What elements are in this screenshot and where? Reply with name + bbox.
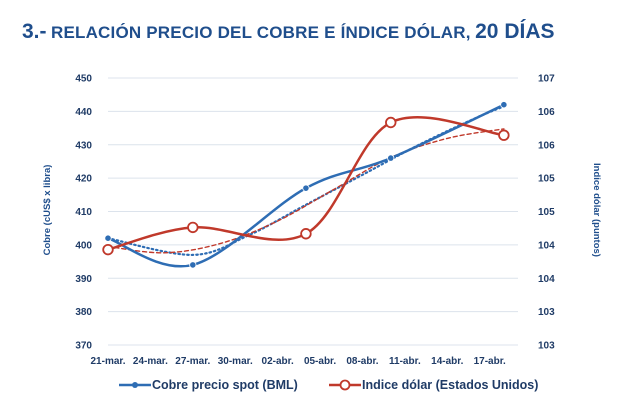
dollar-data-point — [498, 129, 510, 141]
y-left-tick-labels: 370 380 390 400 410 420 430 440 450 — [75, 74, 92, 352]
copper-data-point — [387, 154, 395, 162]
y-left-tick-label: 420 — [75, 174, 92, 185]
y-right-tick-label: 106 — [538, 107, 555, 118]
gridlines — [108, 77, 518, 346]
dollar-line-marker-icon — [329, 379, 361, 391]
x-tick-label: 24-mar. — [133, 356, 168, 367]
dollar-data-point — [385, 116, 397, 129]
x-tick-label: 27-mar. — [175, 356, 210, 367]
x-tick-label: 14-abr. — [431, 356, 463, 367]
x-tick-label: 02-abr. — [262, 356, 294, 367]
y-left-tick-label: 370 — [75, 341, 92, 352]
dollar-data-point — [300, 228, 312, 240]
y-right-tick-label: 103 — [538, 341, 555, 352]
y-right-tick-label: 103 — [538, 307, 555, 318]
y-left-tick-label: 380 — [75, 307, 92, 318]
y-right-tick-label: 104 — [538, 274, 555, 285]
x-tick-label: 30-mar. — [218, 356, 253, 367]
copper-line-marker-icon — [119, 382, 151, 388]
y-left-axis-label: Cobre (cUS$ x libra) — [42, 165, 53, 256]
dollar-data-point — [187, 221, 199, 234]
series-layer — [102, 101, 510, 269]
y-right-axis-label: Indice dólar (puntos) — [591, 163, 602, 257]
title-days: 20 DÍAS — [475, 20, 555, 43]
y-left-tick-label: 440 — [75, 107, 92, 118]
y-left-tick-label: 450 — [75, 74, 92, 85]
y-left-tick-label: 390 — [75, 274, 92, 285]
dollar-trendline — [107, 128, 505, 254]
x-tick-label: 17-abr. — [474, 356, 506, 367]
x-tick-label: 11-abr. — [389, 356, 421, 367]
copper-data-point — [500, 101, 508, 109]
x-tick-labels: 21-mar. 24-mar. 27-mar. 30-mar. 02-abr. 05-ab… — [90, 356, 506, 367]
y-left-tick-label: 400 — [75, 240, 92, 251]
chart-title: 3.- RELACIÓN PRECIO DEL COBRE E ÍNDICE D… — [22, 20, 555, 44]
legend-item-dollar: Indice dólar (Estados Unidos) — [328, 373, 538, 397]
y-right-tick-label: 106 — [538, 140, 555, 151]
y-left-tick-label: 410 — [75, 207, 92, 218]
legend-label-copper: Cobre precio spot (BML) — [152, 378, 298, 392]
legend: Cobre precio spot (BML) Indice dólar (Es… — [0, 373, 617, 397]
copper-data-point — [302, 184, 310, 192]
y-left-tick-label: 430 — [75, 140, 92, 151]
x-tick-label: 08-abr. — [346, 356, 378, 367]
copper-data-point — [104, 234, 112, 242]
y-right-tick-labels: 103 103 104 104 105 105 106 106 107 — [538, 74, 555, 352]
title-text: RELACIÓN PRECIO DEL COBRE E ÍNDICE DÓLAR… — [50, 23, 471, 42]
y-right-tick-label: 105 — [538, 207, 555, 218]
copper-data-point — [189, 261, 197, 269]
y-right-tick-label: 104 — [538, 240, 555, 251]
legend-label-dollar: Indice dólar (Estados Unidos) — [362, 378, 539, 392]
y-right-tick-label: 107 — [538, 74, 555, 85]
title-prefix: 3.- — [22, 20, 47, 43]
x-tick-label: 05-abr. — [304, 356, 336, 367]
dollar-data-point — [102, 243, 114, 256]
y-right-tick-label: 105 — [538, 174, 555, 185]
x-tick-label: 21-mar. — [90, 356, 125, 367]
legend-item-copper: Cobre precio spot (BML) — [118, 373, 298, 397]
